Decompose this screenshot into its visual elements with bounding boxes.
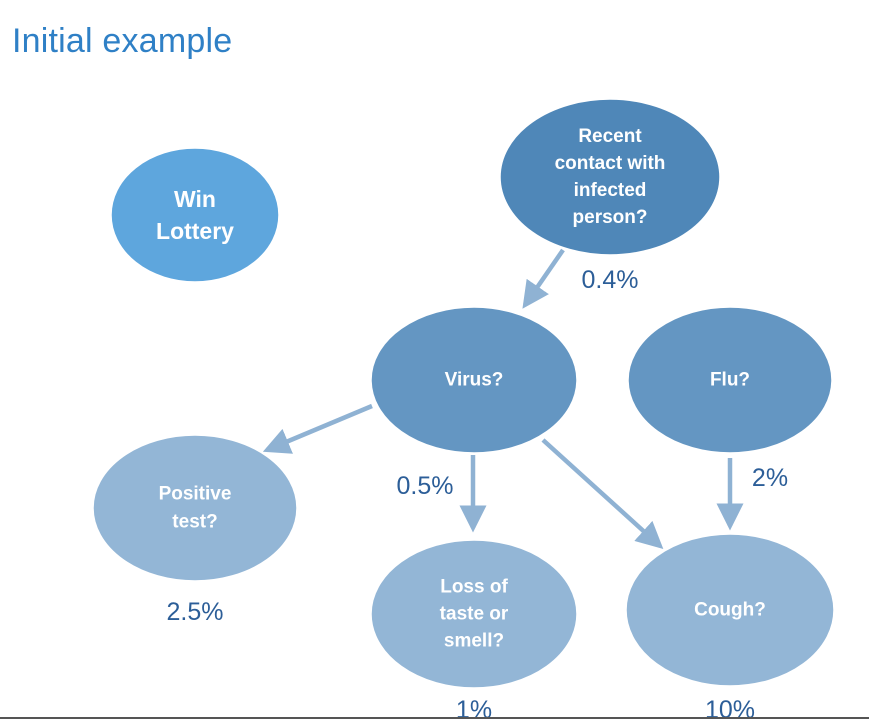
- probabilities-layer: 0.4% 0.5% 2% 2.5% 1% 10%: [167, 266, 789, 724]
- node-win-lottery-ellipse: [110, 147, 280, 283]
- prob-flu-label: 2%: [752, 464, 788, 492]
- node-loss-of-taste-label-line: Loss of: [440, 577, 508, 598]
- node-virus: Virus?: [370, 306, 578, 454]
- bottom-divider: [0, 717, 869, 719]
- prob-virus-label: 0.5%: [397, 472, 454, 500]
- node-loss-of-taste: Loss of taste or smell?: [370, 539, 578, 689]
- edge-virus-to-cough: [541, 438, 664, 550]
- node-loss-of-taste-ellipse: [370, 539, 578, 689]
- node-cough-label-line: Cough?: [694, 600, 766, 621]
- node-win-lottery: Win Lottery: [110, 147, 280, 283]
- node-loss-of-taste-label-line: taste or: [440, 604, 509, 625]
- node-virus-ellipse: [370, 306, 578, 454]
- prob-recent-contact-label: 0.4%: [582, 266, 639, 294]
- edges-layer: [262, 248, 744, 550]
- prob-cough-label: 10%: [705, 696, 755, 724]
- node-cough: Cough?: [625, 533, 835, 687]
- node-recent-contact-label-line: contact with: [555, 153, 666, 174]
- node-flu: Flu?: [627, 306, 833, 454]
- node-cough-ellipse: [625, 533, 835, 687]
- node-recent-contact-label-line: person?: [573, 207, 648, 228]
- node-positive-test-label-line: Positive: [159, 484, 232, 505]
- node-flu-label-line: Flu?: [710, 370, 750, 391]
- node-recent-contact-ellipse: [499, 98, 721, 256]
- node-win-lottery-label-line: Lottery: [156, 218, 234, 244]
- node-positive-test-label-line: test?: [172, 512, 217, 533]
- node-positive-test: Positive test?: [92, 434, 298, 582]
- node-win-lottery-label-line: Win: [174, 186, 216, 212]
- node-flu-ellipse: [627, 306, 833, 454]
- node-virus-label-line: Virus?: [445, 370, 504, 391]
- edge-virus-to-positive-test: [262, 403, 373, 454]
- node-recent-contact-label-line: Recent: [578, 126, 642, 147]
- node-recent-contact: Recent contact with infected person?: [499, 98, 721, 256]
- node-loss-of-taste-label-line: smell?: [444, 631, 504, 652]
- prob-loss-of-taste-label: 1%: [456, 696, 492, 724]
- nodes-layer: Win Lottery Recent contact with infected pers…: [92, 98, 835, 689]
- edge-recent-contact-to-virus: [522, 248, 565, 309]
- node-recent-contact-label-line: infected: [574, 180, 647, 201]
- node-positive-test-ellipse: [92, 434, 298, 582]
- prob-positive-test-label: 2.5%: [167, 598, 224, 626]
- page-title: Initial example: [12, 22, 233, 60]
